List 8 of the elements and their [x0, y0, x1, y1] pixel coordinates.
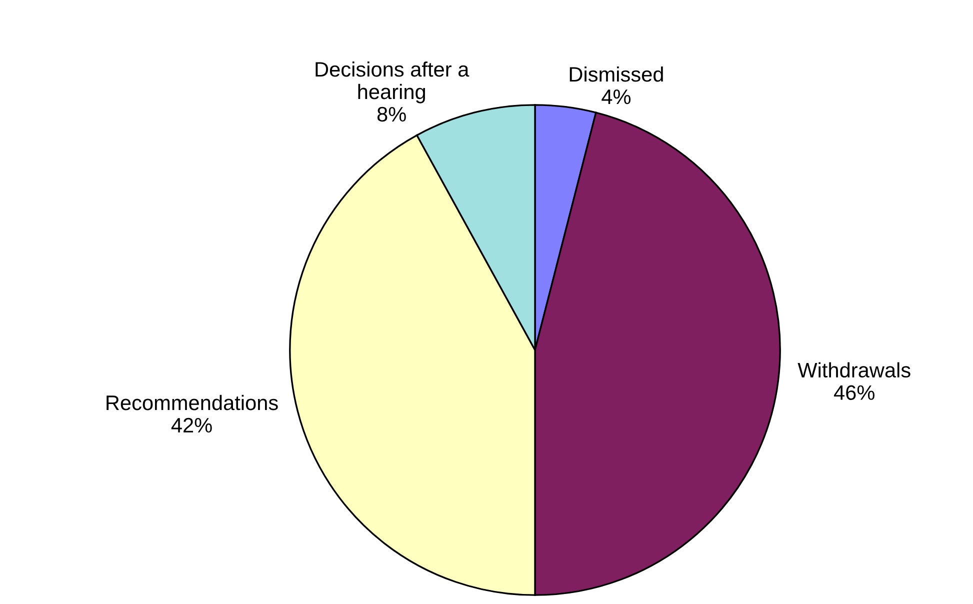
data-label: 4% — [602, 90, 631, 104]
slice-label: Dismissed — [570, 66, 663, 82]
slice-label: Recommendations — [106, 394, 278, 410]
slice-label: Decisions after a hearing — [316, 61, 470, 104]
slice-label: Withdrawals — [798, 362, 910, 378]
data-label: 8% — [377, 106, 406, 122]
data-label: 46% — [834, 385, 874, 400]
data-label: 42% — [171, 418, 212, 433]
